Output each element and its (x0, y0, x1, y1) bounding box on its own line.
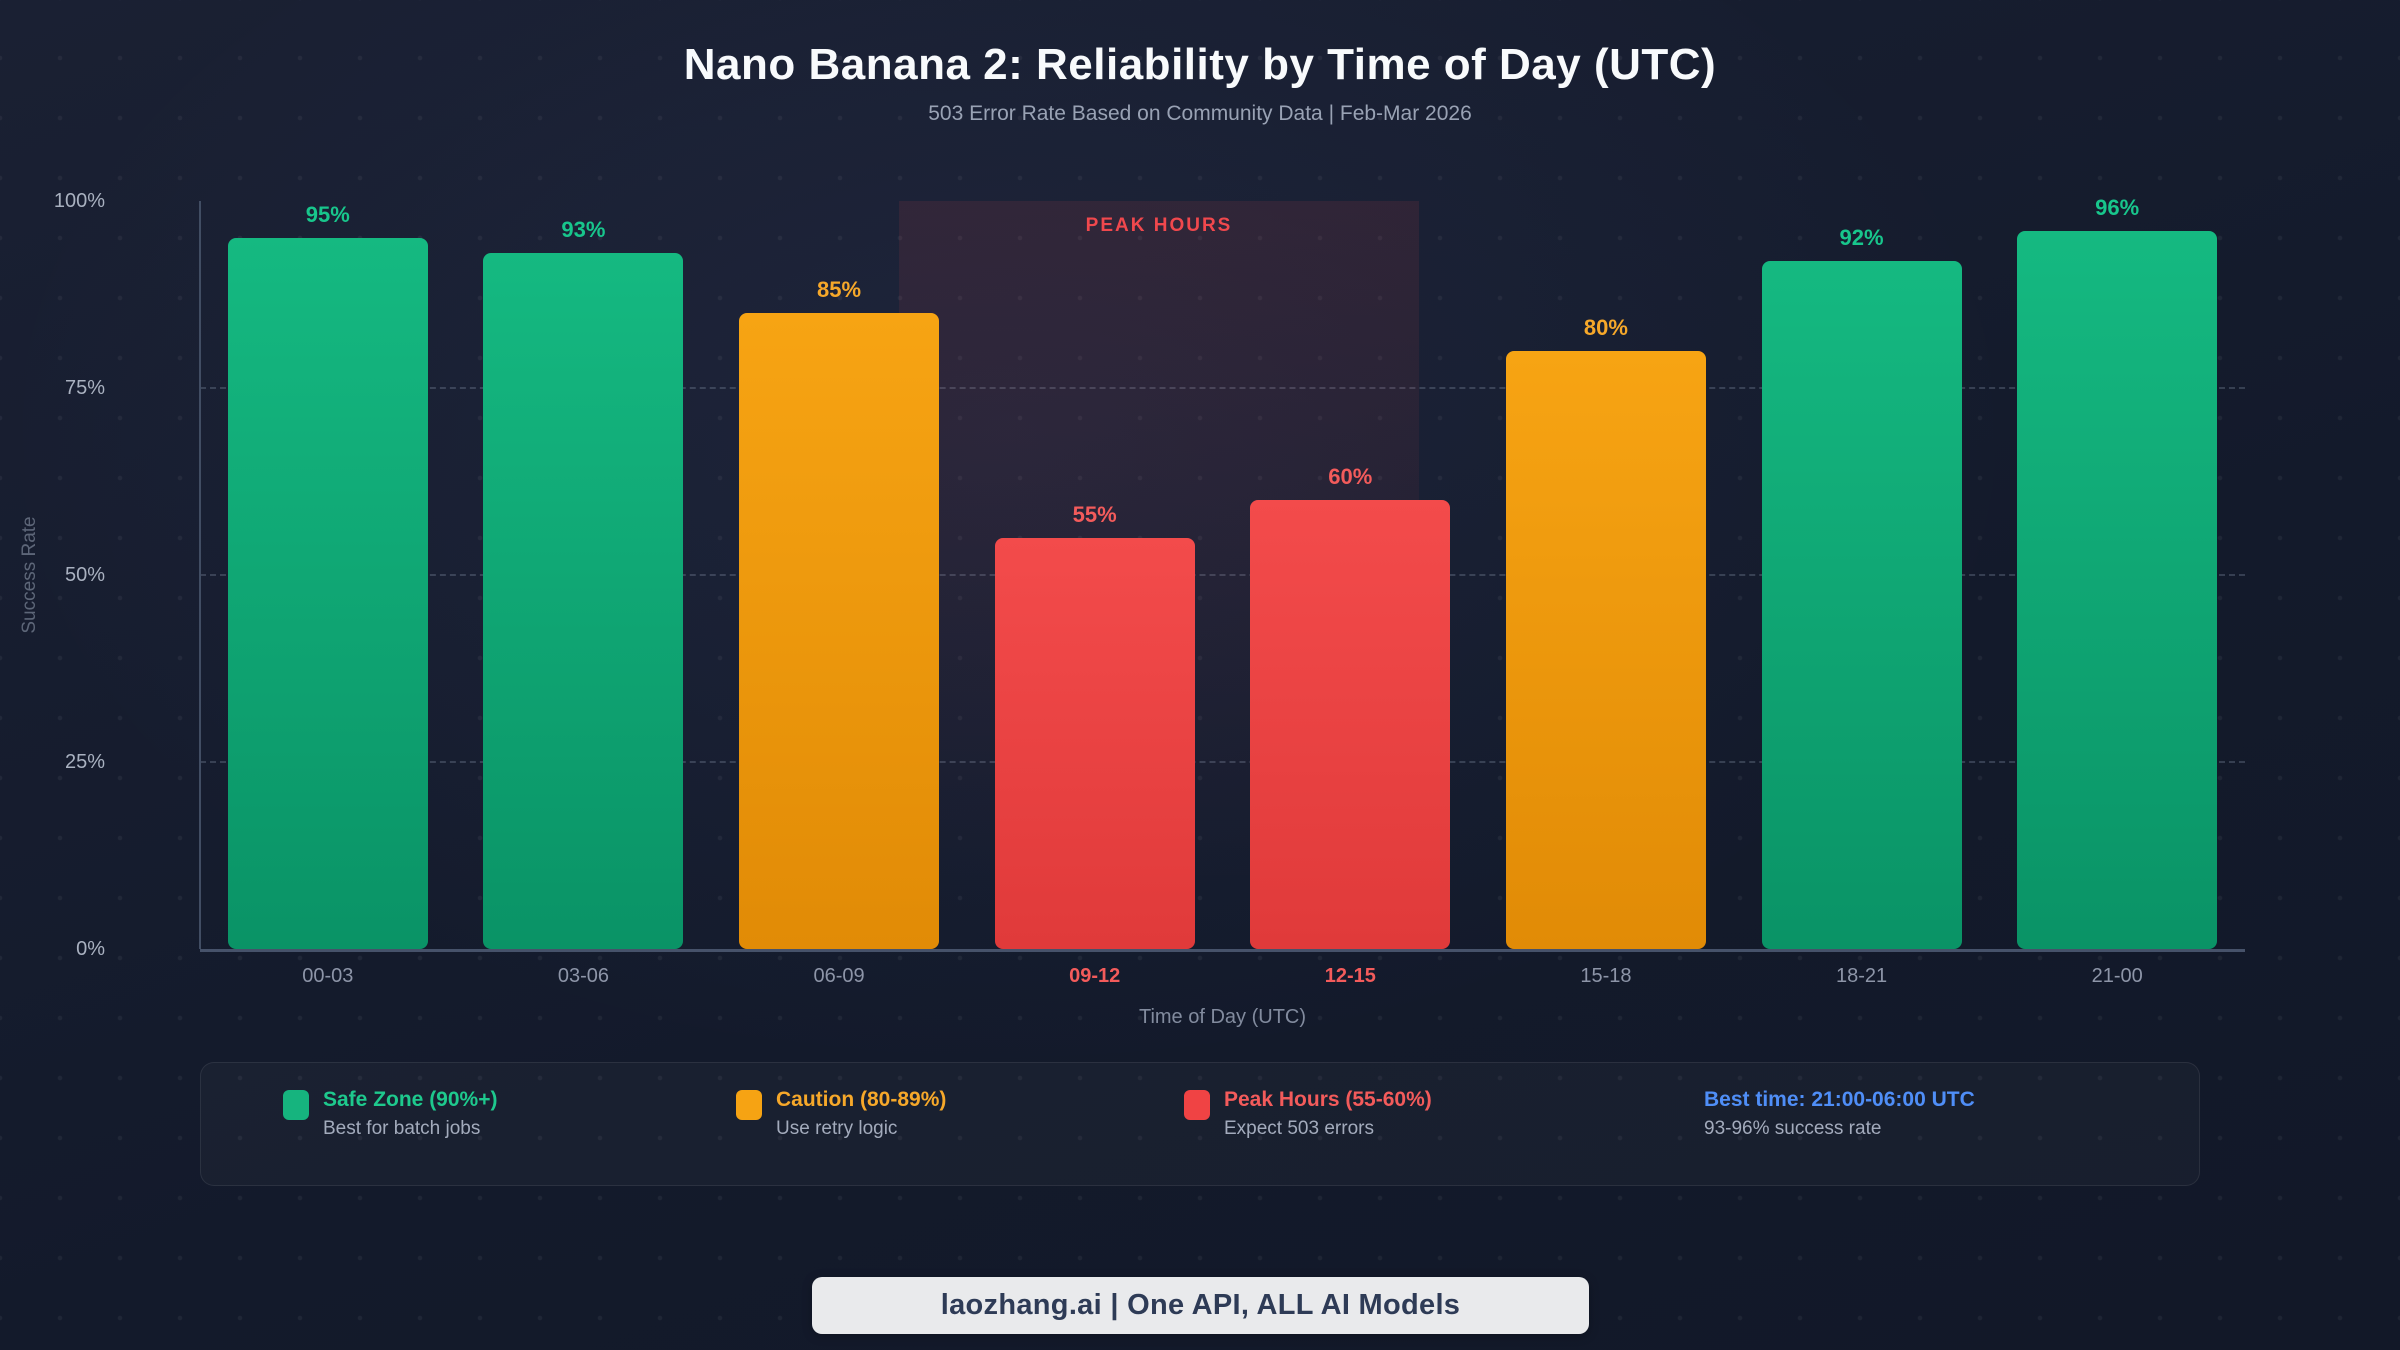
bar-slot-21-00: 96% (2017, 156, 2218, 949)
x-tick-label-03-06: 03-06 (557, 965, 610, 987)
bar-slot-09-12: 55% (994, 156, 1195, 949)
legend-item-3: Peak Hours (55-60%) Expect 503 errors (1184, 1089, 1704, 1185)
gridline-25 (200, 761, 2245, 763)
bar-18-21 (1761, 260, 1962, 949)
bar-value-label: 60% (1328, 464, 1373, 490)
x-tick-label-00-03: 00-03 (302, 965, 354, 987)
y-tick-label: 0% (76, 938, 105, 960)
y-axis-title: Success Rate (19, 516, 40, 634)
bar-slot-15-18: 80% (1505, 156, 1706, 949)
legend-panel: Safe Zone (90%+) Best for batch jobs Cauti… (200, 1062, 2200, 1186)
bar-value-label: 96% (2095, 194, 2140, 220)
legend-item-title: Best time: 21:00-06:00 UTC (1704, 1088, 1975, 1111)
bar-00-03 (227, 238, 428, 949)
chart-title: Nano Banana 2: Reliability by Time of Da… (683, 40, 1717, 89)
bar-value-label: 55% (1072, 501, 1117, 527)
legend-item-title: Safe Zone (90%+) (323, 1088, 498, 1111)
bar-03-06 (483, 253, 684, 949)
legend-item-1: Safe Zone (90%+) Best for batch jobs (283, 1089, 736, 1185)
footer-badge-text: laozhang.ai | One API, ALL AI Models (940, 1289, 1461, 1321)
bar-slot-06-09: 85% (739, 156, 940, 949)
x-tick-label-15-18: 15-18 (1580, 965, 1632, 987)
bar-slot-03-06: 93% (483, 156, 684, 949)
legend-item-desc: 93-96% success rate (1704, 1118, 1882, 1139)
footer-badge[interactable]: laozhang.ai | One API, ALL AI Models (812, 1277, 1589, 1334)
bar-slot-00-03: 95% (227, 156, 428, 949)
bar-slot-12-15: 60% (1250, 156, 1451, 949)
legend-item-desc: Use retry logic (776, 1118, 898, 1139)
bar-value-label: 92% (1839, 224, 1884, 250)
legend-item-desc: Best for batch jobs (323, 1118, 481, 1139)
y-tick-label: 25% (64, 751, 105, 773)
legend-item-title: Peak Hours (55-60%) (1224, 1088, 1432, 1111)
peak-hours-label: PEAK HOURS (1085, 215, 1233, 236)
x-tick-label-18-21: 18-21 (1835, 965, 1888, 987)
bar-value-label: 85% (817, 277, 862, 303)
x-axis-title: Time of Day (UTC) (1138, 1006, 1307, 1028)
x-tick-label-06-09: 06-09 (813, 965, 865, 987)
bar-15-18 (1505, 350, 1706, 949)
legend-swatch-caution (736, 1090, 762, 1120)
legend-item-2: Caution (80-89%) Use retry logic (736, 1089, 1184, 1185)
y-tick-label: 100% (53, 190, 105, 212)
gridline-75 (200, 387, 2245, 389)
legend-item-desc: Expect 503 errors (1224, 1118, 1374, 1139)
bar-21-00 (2017, 230, 2218, 949)
bar-value-label: 93% (561, 217, 606, 243)
chart-subtitle: 503 Error Rate Based on Community Data |… (928, 102, 1472, 125)
bar-09-12 (994, 537, 1195, 949)
y-axis-line (199, 201, 201, 949)
gridline-50 (200, 574, 2245, 576)
bar-12-15 (1250, 500, 1451, 949)
legend-item-4: Best time: 21:00-06:00 UTC 93-96% success… (1704, 1089, 2199, 1185)
y-tick-label: 75% (64, 377, 105, 399)
x-axis-line (200, 949, 2245, 952)
y-tick-label: 50% (64, 564, 105, 586)
bar-value-label: 95% (305, 202, 350, 228)
bar-06-09 (739, 313, 940, 949)
legend-item-title: Caution (80-89%) (776, 1088, 947, 1111)
legend-swatch-safe (283, 1090, 309, 1120)
x-tick-label-09-12: 09-12 (1069, 965, 1121, 987)
legend-swatch-peak (1184, 1090, 1210, 1120)
x-tick-label-12-15: 12-15 (1324, 965, 1376, 987)
bar-value-label: 80% (1583, 314, 1628, 340)
x-tick-label-21-00: 21-00 (2091, 965, 2143, 987)
bar-slot-18-21: 92% (1761, 156, 1962, 949)
